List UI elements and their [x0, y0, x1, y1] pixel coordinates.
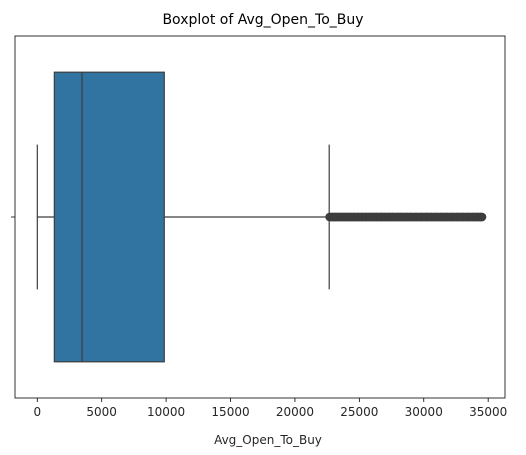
- x-tick-label: 30000: [405, 405, 443, 419]
- x-tick-label: 5000: [86, 405, 117, 419]
- x-axis-ticks: 0 5000 10000 15000 20000 25000 30000 35000: [33, 398, 507, 419]
- outlier-points: [325, 212, 487, 222]
- boxplot-box: [36, 71, 330, 363]
- x-axis-label: Avg_Open_To_Buy: [214, 433, 322, 447]
- outlier-point: [477, 212, 487, 222]
- x-tick-label: 15000: [211, 405, 249, 419]
- x-tick-label: 25000: [340, 405, 378, 419]
- chart-title: Boxplot of Avg_Open_To_Buy: [162, 12, 363, 28]
- iqr-box: [53, 71, 165, 363]
- x-tick-label: 35000: [469, 405, 507, 419]
- x-tick-label: 0: [33, 405, 41, 419]
- plot-area: [36, 71, 487, 363]
- x-tick-label: 10000: [147, 405, 185, 419]
- x-tick-label: 20000: [276, 405, 314, 419]
